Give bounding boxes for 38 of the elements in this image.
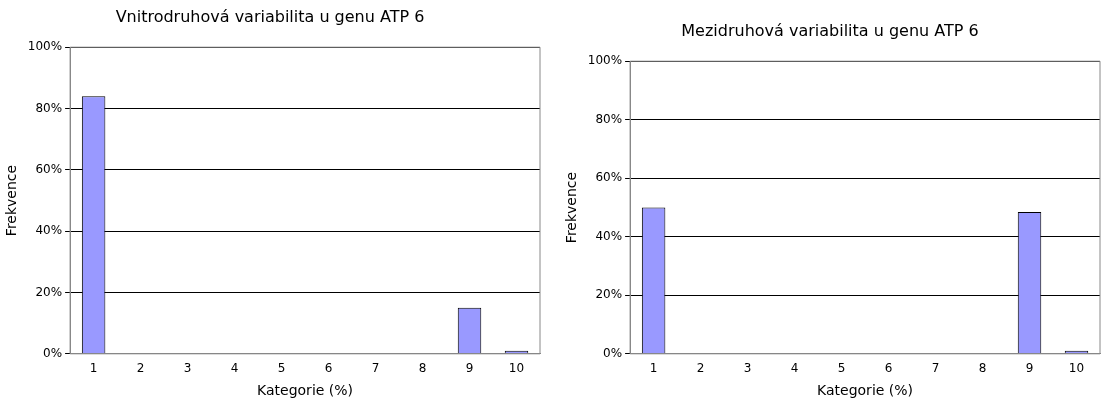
y-axis-title: Frekvence xyxy=(3,164,20,237)
x-tick-label: 7 xyxy=(931,361,940,376)
x-tick-label: 2 xyxy=(136,361,145,376)
y-tick-label: 100% xyxy=(27,39,63,54)
y-tick-label: 80% xyxy=(35,100,63,115)
y-tick-label: 20% xyxy=(35,284,63,299)
y-tick-label: 100% xyxy=(587,53,623,68)
x-tick-label: 9 xyxy=(1025,361,1034,376)
chart-title: Vnitrodruhová variabilita u genu ATP 6 xyxy=(115,6,425,26)
y-tick-label: 40% xyxy=(595,228,623,243)
y-tick-label: 40% xyxy=(35,223,63,238)
y-tick-label: 0% xyxy=(603,345,623,360)
x-axis-title: Kategorie (%) xyxy=(257,382,354,399)
x-tick-label: 8 xyxy=(418,361,427,376)
x-tick-label: 1 xyxy=(649,361,658,376)
x-tick-label: 2 xyxy=(696,361,705,376)
x-tick-label: 3 xyxy=(743,361,752,376)
x-tick-label: 1 xyxy=(89,361,98,376)
x-tick-label: 6 xyxy=(324,361,333,376)
chart-title: Mezidruhová variabilita u genu ATP 6 xyxy=(681,20,979,40)
x-axis-title: Kategorie (%) xyxy=(817,382,914,399)
x-tick-label: 3 xyxy=(183,361,192,376)
x-tick-label: 9 xyxy=(465,361,474,376)
x-tick-label: 6 xyxy=(884,361,893,376)
y-tick-label: 0% xyxy=(43,345,63,360)
x-tick-label: 8 xyxy=(978,361,987,376)
x-tick-label: 10 xyxy=(508,361,525,376)
y-tick-label: 60% xyxy=(35,161,63,176)
x-tick-label: 7 xyxy=(371,361,380,376)
x-tick-label: 4 xyxy=(230,361,239,376)
y-tick-label: 80% xyxy=(595,111,623,126)
x-tick-label: 10 xyxy=(1068,361,1085,376)
y-axis-title: Frekvence xyxy=(563,171,580,244)
y-tick-label: 20% xyxy=(595,287,623,302)
x-tick-label: 5 xyxy=(277,361,286,376)
x-tick-label: 4 xyxy=(790,361,799,376)
y-tick-label: 60% xyxy=(595,170,623,185)
x-tick-label: 5 xyxy=(837,361,846,376)
